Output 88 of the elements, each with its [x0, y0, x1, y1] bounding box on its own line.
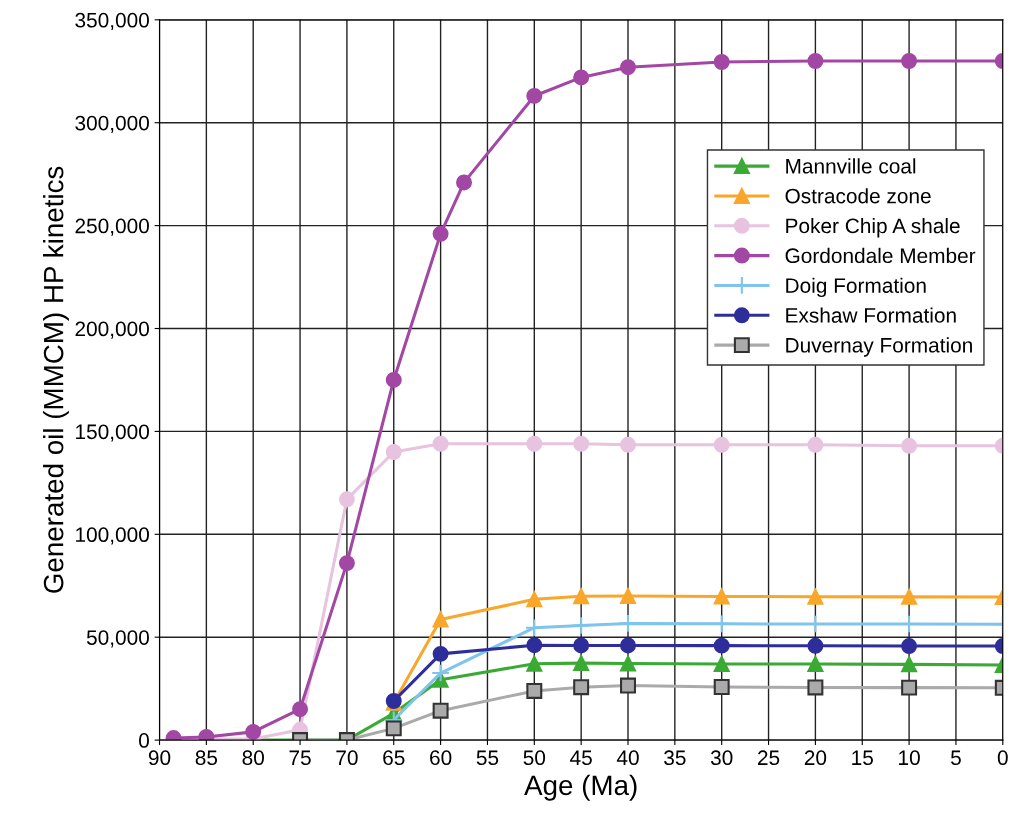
point [524, 618, 544, 638]
y-tick-label: 100,000 [76, 527, 149, 545]
point [620, 588, 636, 605]
y-tick-label: 0 [139, 733, 149, 748]
point [526, 87, 543, 104]
point [573, 679, 590, 696]
x-tick-label: 40 [616, 750, 639, 766]
y-tick-label: 150,000 [76, 424, 149, 442]
x-tick-label: 15 [852, 750, 873, 766]
x-axis-title: Age (Ma) [524, 774, 637, 801]
x-tick-label: 10 [899, 750, 920, 766]
x-tick-label: 45 [570, 750, 592, 766]
point [432, 645, 449, 662]
y-tick-label: 300,000 [75, 115, 149, 133]
x-tick-label: 30 [710, 750, 733, 766]
point [807, 53, 824, 69]
x-tick-label: 50 [523, 750, 546, 766]
legend-label: Mannville coal [786, 158, 916, 174]
point [526, 655, 543, 672]
legend-label: Duvernay Formation [786, 337, 972, 357]
y-axis-title: Generated oil (MMCM) HP kinetics [43, 166, 69, 593]
point [901, 588, 918, 605]
legend-label: Doig Formation [786, 277, 926, 298]
x-tick-label: 20 [804, 750, 827, 766]
y-tick-label: 50,000 [86, 630, 149, 648]
point [573, 69, 590, 86]
point [620, 677, 636, 694]
point [385, 444, 402, 460]
x-tick-label: 65 [383, 750, 405, 766]
legend-label: Ostracode zone [785, 188, 931, 204]
point [713, 54, 730, 70]
point [385, 720, 402, 737]
point [807, 655, 824, 672]
legend-label: Gordondale Member [785, 247, 976, 264]
point [901, 656, 918, 673]
point [620, 436, 636, 453]
y-tick-label: 350,000 [75, 12, 149, 31]
point [713, 655, 730, 672]
x-tick-label: 55 [476, 750, 499, 766]
point [807, 436, 824, 453]
point [807, 637, 824, 654]
point [713, 588, 730, 605]
x-tick-label: 60 [430, 750, 452, 766]
point [432, 611, 449, 628]
y-tick-label: 250,000 [75, 218, 149, 236]
point [456, 174, 473, 191]
point [807, 588, 824, 605]
point [620, 655, 636, 672]
point [901, 53, 918, 69]
x-tick-label: 35 [664, 750, 686, 766]
x-tick-label: 75 [289, 750, 311, 766]
x-tick-label: 80 [242, 750, 264, 766]
y-tick-label: 200,000 [75, 321, 149, 339]
legend-label: Exshaw Formation [786, 307, 956, 323]
point [713, 436, 730, 453]
point [901, 437, 918, 454]
point [432, 435, 449, 452]
point [901, 679, 918, 696]
point [620, 59, 636, 76]
point [432, 702, 449, 719]
point [526, 591, 543, 608]
point [713, 637, 730, 654]
point [712, 614, 732, 634]
point [526, 682, 543, 699]
x-tick-label: 25 [758, 750, 780, 766]
x-tick-label: 5 [950, 750, 961, 766]
x-tick-label: 0 [997, 750, 1008, 766]
point [385, 371, 402, 388]
x-tick-label: 90 [148, 750, 171, 766]
point [431, 663, 450, 683]
point [338, 491, 355, 508]
point [526, 637, 543, 654]
x-tick-label: 70 [336, 750, 358, 766]
point [338, 555, 355, 572]
point [713, 679, 730, 695]
point [807, 679, 824, 696]
point [573, 655, 590, 672]
x-tick-label: 85 [195, 750, 218, 766]
point [571, 616, 591, 635]
point [573, 637, 590, 654]
point [901, 638, 918, 655]
point [292, 701, 309, 718]
point [620, 637, 636, 654]
point [526, 435, 543, 452]
point [432, 225, 449, 242]
legend-label: Poker Chip A shale [786, 217, 960, 238]
point [573, 588, 590, 605]
point [573, 435, 590, 452]
